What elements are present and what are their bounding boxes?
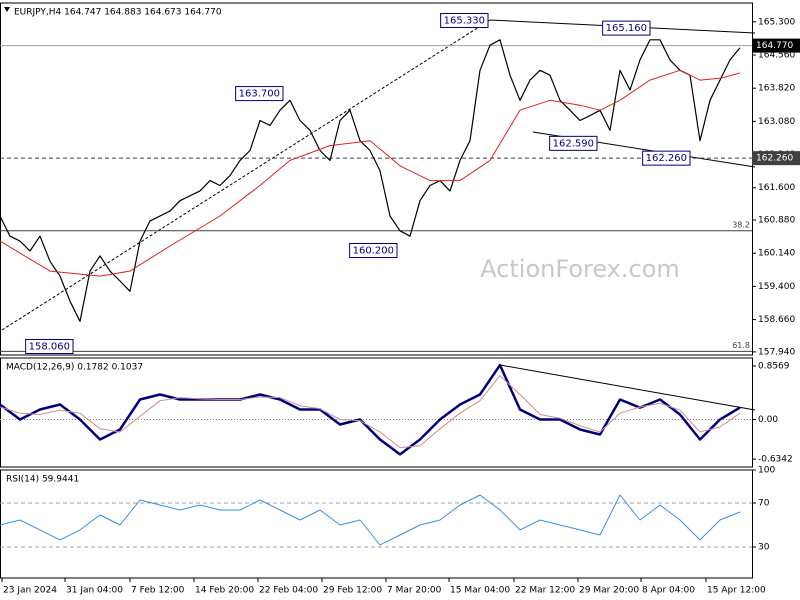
panel-frame — [0, 357, 753, 468]
y-tick-label: 164.560 — [758, 51, 795, 61]
x-tick-label: 7 Mar 20:00 — [387, 586, 442, 596]
y-tick-label: 163.080 — [758, 117, 795, 127]
y-tick-label: 163.820 — [758, 84, 795, 94]
price-callout-label: 165.160 — [606, 23, 647, 34]
price-tag — [752, 38, 800, 53]
x-tick-label: 15 Apr 12:00 — [707, 586, 766, 596]
price-callout-label: 163.700 — [239, 89, 280, 100]
x-tick-label: 14 Feb 20:00 — [195, 586, 254, 596]
price-tag-label: 162.260 — [756, 154, 793, 164]
y-tick-label: 160.140 — [758, 249, 795, 259]
y-tick-label: -0.6342 — [758, 455, 793, 465]
price-callout — [642, 150, 691, 166]
y-tick-label: 157.940 — [758, 347, 795, 357]
series-line — [0, 69, 741, 277]
x-tick-label: 8 Apr 04:00 — [642, 586, 695, 596]
x-tick-label: 23 Jan 2024 — [3, 586, 57, 596]
panel-frame — [0, 469, 753, 579]
y-tick-label: 161.600 — [758, 183, 795, 193]
y-tick-label: 158.660 — [758, 315, 795, 325]
y-tick-label: 70 — [758, 498, 770, 508]
y-tick-label: 0.00 — [758, 415, 778, 425]
panel-title: MACD(12,26,9) 0.1782 0.1037 — [6, 363, 143, 373]
series-line — [0, 39, 741, 322]
price-callout-label: 162.590 — [553, 138, 594, 149]
level-label: 61.8 — [732, 341, 750, 350]
y-tick-label: 30 — [758, 542, 770, 552]
panel-title: RSI(14) 59.9441 — [6, 475, 79, 485]
price-callout-label: 162.260 — [646, 153, 687, 164]
price-callout — [235, 86, 284, 102]
macd-trend-line — [499, 364, 756, 411]
series-line — [0, 363, 741, 456]
price-tag-label: 164.770 — [756, 41, 793, 51]
x-tick-label: 7 Feb 12:00 — [131, 586, 185, 596]
menu-icon[interactable] — [4, 7, 10, 12]
y-tick-label: 165.300 — [758, 17, 795, 27]
series-line — [0, 494, 741, 546]
price-tag — [752, 151, 800, 166]
level-label: 38.2 — [732, 220, 750, 229]
price-callout — [440, 12, 489, 28]
x-tick-label: 31 Jan 04:00 — [66, 586, 123, 596]
price-callout — [602, 20, 651, 36]
watermark: ActionForex.com — [480, 255, 680, 283]
price-callout-label: 158.060 — [29, 341, 70, 352]
y-tick-label: 0.8569 — [758, 361, 790, 371]
price-callout — [25, 338, 74, 354]
panel-frame — [0, 2, 753, 356]
x-tick-label: 29 Feb 12:00 — [323, 586, 382, 596]
price-callout-label: 165.330 — [444, 15, 485, 26]
price-callout-label: 160.200 — [353, 246, 394, 257]
x-tick-label: 29 Mar 20:00 — [579, 586, 639, 596]
series-line — [0, 375, 741, 449]
y-tick-label: 100 — [758, 466, 775, 476]
y-tick-label: 160.880 — [758, 216, 795, 226]
x-tick-label: 15 Mar 04:00 — [450, 586, 510, 596]
x-tick-label: 22 Feb 04:00 — [259, 586, 318, 596]
price-callout — [549, 135, 598, 151]
panel-title: EURJPY,H4 164.747 164.883 164.673 164.77… — [14, 8, 222, 18]
x-tick-label: 22 Mar 12:00 — [515, 586, 575, 596]
channel-line — [1, 19, 491, 331]
y-tick-label: 159.400 — [758, 282, 795, 292]
price-callout — [349, 243, 398, 259]
